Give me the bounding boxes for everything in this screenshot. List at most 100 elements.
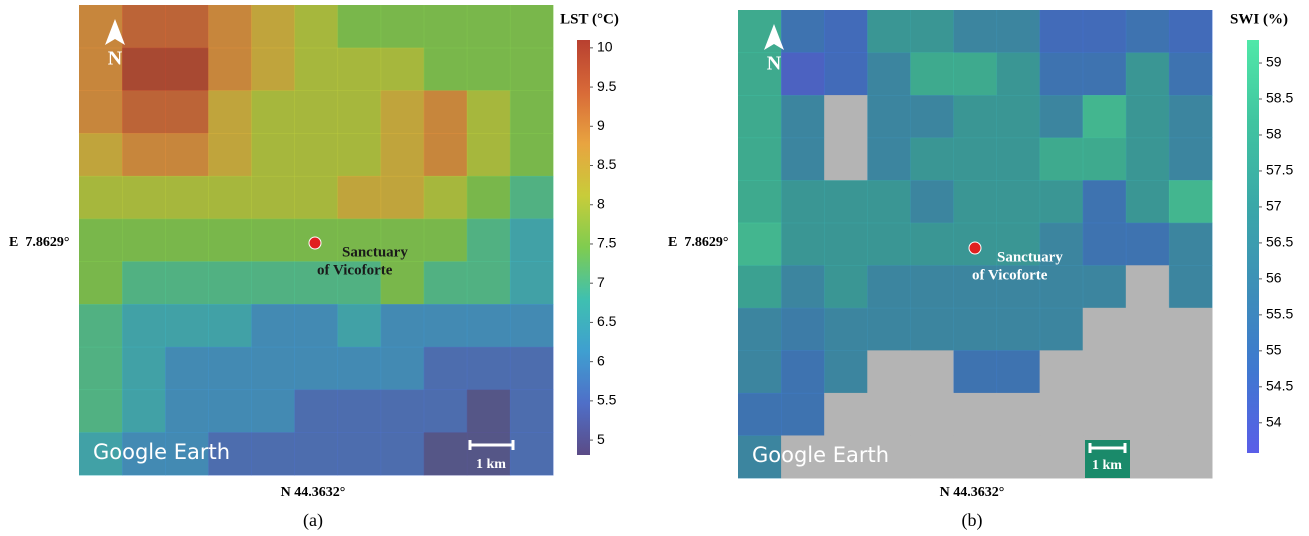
site-marker (968, 241, 982, 255)
grid-cell (996, 95, 1041, 139)
grid-cell (380, 47, 425, 91)
grid-cell (122, 90, 166, 134)
scale-label: 1 km (1092, 458, 1122, 473)
grid-cell (294, 261, 339, 305)
grid-cell (1082, 265, 1127, 309)
grid-cell (423, 133, 468, 177)
grid-cell (466, 90, 511, 134)
grid-cell (165, 133, 209, 177)
no-data-cell (1168, 307, 1213, 351)
grid-cell (337, 261, 382, 305)
grid-cell (337, 432, 382, 476)
grid-cell (1125, 10, 1170, 54)
grid-cell (738, 265, 782, 309)
grid-cell (251, 389, 295, 433)
grid-cell (1039, 307, 1084, 351)
grid-cell (294, 133, 339, 177)
latitude-label: N 44.3632° (940, 485, 1005, 500)
panel-label: (b) (962, 510, 983, 531)
no-data-cell (1168, 392, 1213, 436)
grid-cell (251, 133, 295, 177)
grid-cell (781, 265, 825, 309)
grid-cell (79, 90, 123, 134)
grid-cell (824, 10, 868, 54)
colorbar-tick-label: 6.5 (597, 313, 617, 329)
grid-cell (738, 350, 782, 394)
grid-cell (1125, 180, 1170, 224)
no-data-cell (1039, 392, 1084, 436)
grid-cell (165, 175, 209, 220)
grid-cell (423, 304, 468, 348)
grid-cell (466, 47, 511, 91)
grid-cell (380, 175, 425, 220)
watermark: Google Earth (93, 440, 230, 464)
grid-cell (738, 180, 782, 224)
grid-cell (781, 392, 825, 436)
grid-cell (910, 307, 954, 351)
grid-cell (996, 10, 1041, 54)
grid-cell (1082, 10, 1127, 54)
colorbar-tick-label: 9.5 (597, 78, 617, 94)
grid-cell (996, 265, 1041, 309)
grid-cell (1039, 222, 1084, 266)
grid-cell (867, 265, 911, 309)
grid-cell (996, 307, 1041, 351)
grid-cell (1125, 95, 1170, 139)
no-data-cell (824, 137, 868, 181)
grid-cell (79, 261, 123, 305)
grid-cell (208, 5, 252, 49)
colorbar-tick-label: 56 (1266, 270, 1282, 286)
no-data-cell (1039, 350, 1084, 394)
grid-cell (996, 222, 1041, 266)
no-data-cell (953, 435, 998, 479)
grid-cell (79, 133, 123, 177)
grid-cell (996, 52, 1041, 96)
grid-cell (867, 307, 911, 351)
north-label: N (108, 48, 123, 70)
grid-cell (79, 432, 123, 476)
grid-cell (466, 346, 511, 391)
no-data-cell (1039, 435, 1084, 479)
grid-cell (122, 47, 166, 91)
grid-cell (1168, 180, 1213, 224)
grid-cell (466, 432, 511, 476)
grid-cell (380, 133, 425, 177)
grid-cell (122, 218, 166, 262)
grid-cell (466, 261, 511, 305)
colorbar-title: SWI (%) (1230, 11, 1288, 27)
grid-cell (509, 432, 554, 476)
grid-cell (423, 175, 468, 220)
colorbar-tick-label: 8 (597, 195, 605, 211)
grid-cell (824, 350, 868, 394)
colorbar-tick-label: 57 (1266, 198, 1282, 214)
grid-cell (509, 261, 554, 305)
no-data-cell (1082, 392, 1127, 436)
grid-cell (509, 389, 554, 433)
grid-cell (738, 307, 782, 351)
grid-cell (294, 389, 339, 433)
grid-cell (208, 432, 252, 476)
grid-cell (122, 304, 166, 348)
grid-cell (251, 47, 295, 91)
grid-cell (165, 261, 209, 305)
grid-cell (867, 137, 911, 181)
grid-cell (867, 10, 911, 54)
grid-cell (466, 389, 511, 433)
colorbar-tick-label: 5 (597, 431, 605, 447)
scale-label: 1 km (476, 457, 506, 472)
no-data-cell (1168, 435, 1213, 479)
grid-cell (509, 218, 554, 262)
grid-cell (1082, 95, 1127, 139)
no-data-cell (910, 350, 954, 394)
colorbar-tick-label: 7.5 (597, 235, 617, 251)
grid-cell (423, 346, 468, 391)
grid-cell (1168, 222, 1213, 266)
grid-cell (1125, 137, 1170, 181)
grid-cell (1168, 10, 1213, 54)
no-data-cell (867, 350, 911, 394)
longitude-label: E 7.8629° (9, 235, 69, 250)
colorbar-tick-label: 55 (1266, 342, 1282, 358)
latitude-label: N 44.3632° (281, 485, 346, 500)
grid-cell (251, 5, 295, 49)
grid-cell (380, 432, 425, 476)
